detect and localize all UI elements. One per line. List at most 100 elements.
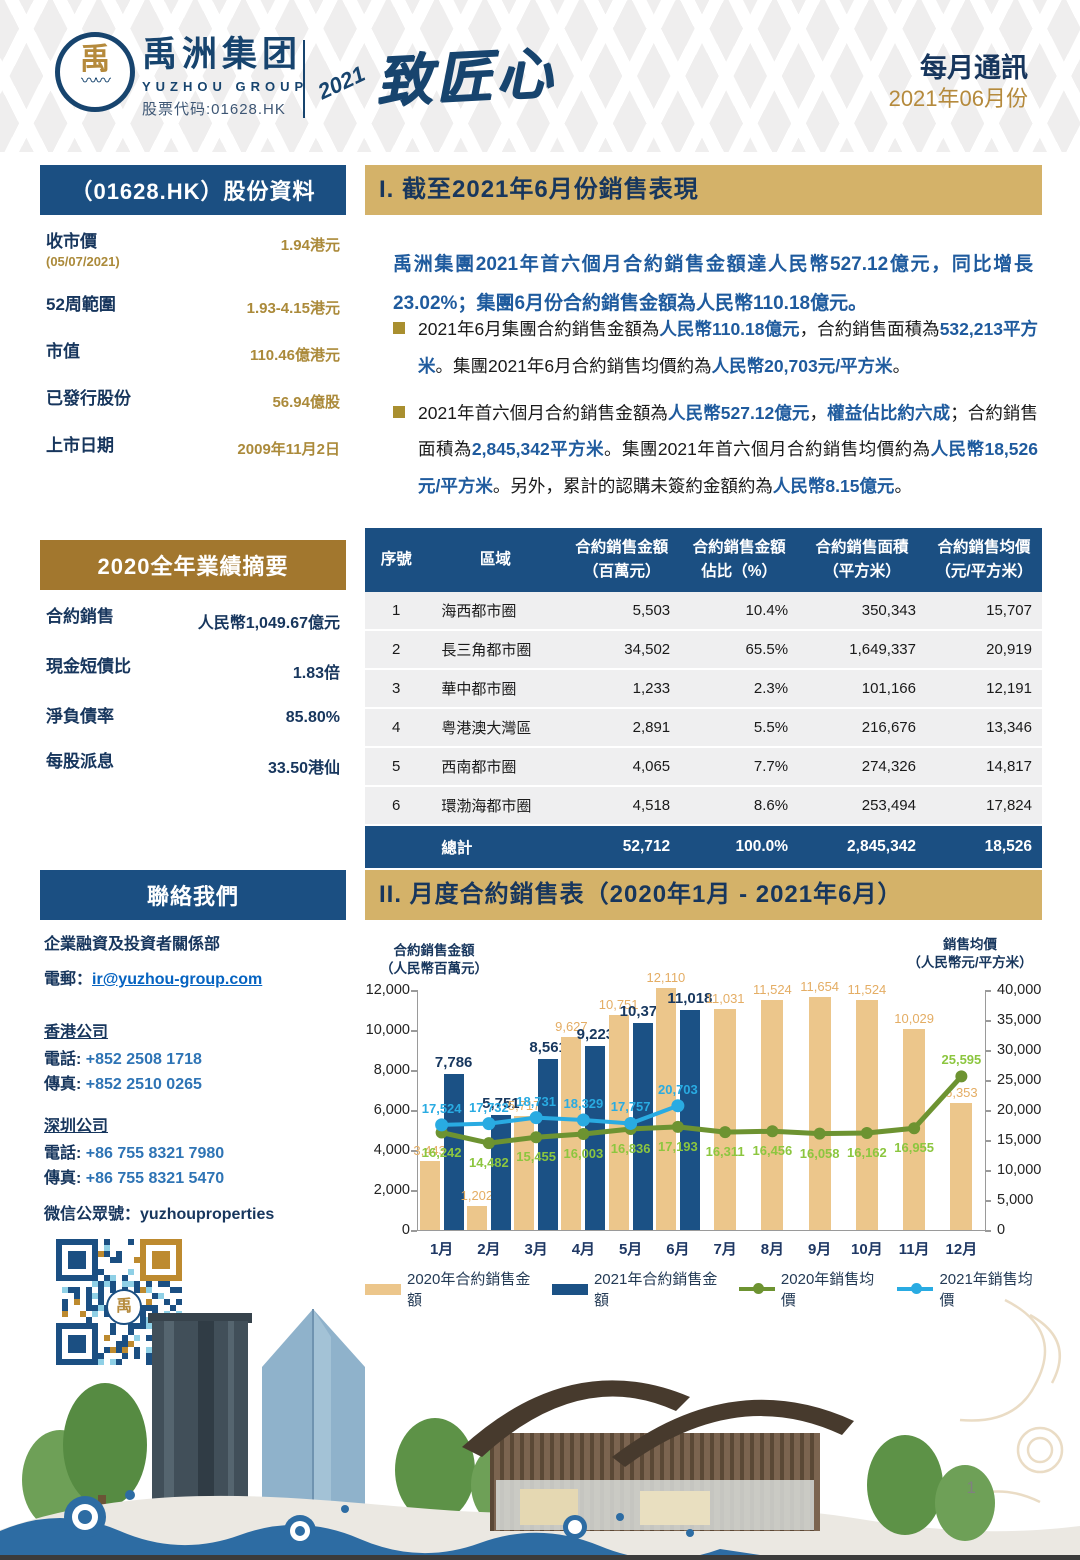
legend-bar-swatch: [551, 1283, 588, 1295]
line-2020-label: 16,242: [421, 1144, 462, 1160]
regional-sales-table: 序號 區域 合約銷售金額 （百萬元） 合約銷售金額 佔比（%） 合約銷售面積 （平方米） 合約銷…: [365, 528, 1042, 869]
line-2020-label: 16,058: [799, 1145, 840, 1161]
price-lines-layer: [435, 1070, 968, 1150]
kv-label-text: 52周範圍: [46, 295, 116, 314]
bar-2021: [538, 1058, 559, 1230]
line-2021-label: 20,703: [657, 1081, 698, 1097]
kv-label: 合約銷售: [46, 606, 114, 628]
right-axis-tick-label: 35,000: [997, 1012, 1042, 1028]
contact-email-row: 電郵：ir@yuzhou-group.com: [44, 969, 342, 991]
line-2020-label: 16,955: [894, 1140, 935, 1156]
right-axis-tick: [985, 1170, 991, 1172]
left-axis-tick-label: 6,000: [373, 1102, 410, 1118]
email-link[interactable]: ir@yuzhou-group.com: [92, 971, 263, 988]
table-cell: 海西都市圈: [427, 592, 564, 632]
kv-row: 已發行股份 56.94億股: [46, 388, 340, 412]
kv-label: 收市價 (05/07/2021): [46, 231, 120, 271]
kv-label-text: 已發行股份: [46, 389, 131, 408]
total-empty-cell: [365, 825, 428, 869]
table-cell: 34,502: [563, 630, 681, 671]
right-axis-tick: [985, 990, 991, 992]
newsletter-period: 2021年06月份: [888, 86, 1028, 111]
table-cell: 粤港澳大灣區: [427, 708, 564, 749]
table-cell: 2.3%: [680, 669, 799, 710]
bar-2020: [419, 1161, 440, 1230]
left-axis-tick: [411, 1230, 417, 1232]
legend-label: 2020年銷售均價: [780, 1271, 875, 1309]
table-cell: 1,233: [563, 669, 681, 710]
table-row: 6 環渤海都市圈 4,518 8.6% 253,494 17,824: [365, 786, 1042, 827]
kv-value: 85.80%: [285, 709, 340, 726]
logo-glyph: 禹: [80, 43, 110, 76]
table-cell: 10.4%: [680, 592, 799, 632]
table-cell: 253,494: [798, 786, 926, 827]
total-cell: 52,712: [563, 825, 681, 869]
table-cell: 4,518: [563, 786, 681, 827]
email-label: 電郵：: [44, 971, 93, 988]
line-2021-label: 17,524: [421, 1100, 462, 1116]
legend-line-dot: [911, 1283, 923, 1294]
kv-row: 上市日期 2009年11月2日: [46, 435, 340, 459]
table-cell: 14,817: [925, 747, 1042, 788]
table-cell: 3: [365, 669, 428, 710]
x-axis-month-label: 10月: [851, 1241, 883, 1258]
kv-label-text: 淨負債率: [46, 707, 114, 726]
line-2021-label: 17,732: [468, 1099, 509, 1115]
left-axis-tick-label: 8,000: [373, 1062, 410, 1078]
table-cell: 長三角都市圈: [427, 630, 564, 671]
header-divider: [303, 40, 305, 118]
bullet-item: 2021年6月集團合約銷售金額為人民幣110.18億元，合約銷售面積為532,2…: [393, 311, 1038, 385]
brand-block: 禹洲集团 YUZHOU GROUP 股票代码:01628.HK: [142, 36, 308, 119]
bar-2021-label: 11,018: [667, 989, 713, 1007]
line-2021-label: 18,731: [516, 1093, 557, 1109]
kv-value: 1.93-4.15港元: [246, 300, 340, 317]
bar-2020-label: 10,751: [598, 996, 639, 1012]
table-cell: 5,503: [563, 592, 681, 632]
right-axis-tick: [985, 1230, 991, 1232]
legend-item: 2020年合約銷售金額: [365, 1268, 538, 1310]
issue-block: 每月通訊 2021年06月份: [889, 52, 1028, 114]
table-header-row: 序號 區域 合約銷售金額 （百萬元） 合約銷售金額 佔比（%） 合約銷售面積 （平方米） 合約銷…: [365, 528, 1042, 593]
stock-info-title: （01628.HK）股份資料: [40, 165, 346, 215]
office-fax: 傳真: +86 755 8321 5470: [44, 1167, 342, 1190]
contact-title: 聯絡我們: [40, 870, 346, 920]
kv-label: 已發行股份: [46, 388, 131, 410]
bar-2020-label: 1,202: [460, 1187, 494, 1203]
table-cell: 華中都市圈: [427, 669, 564, 710]
bar-2021-label: 10,373: [619, 1002, 666, 1020]
x-axis-month-label: 8月: [760, 1241, 785, 1258]
qr-center-logo-icon: 禹: [106, 1289, 142, 1325]
bar-2020: [808, 996, 831, 1230]
kv-value: 1.83倍: [292, 665, 340, 682]
x-axis-month-label: 2月: [477, 1241, 501, 1258]
total-cell: 18,526: [925, 825, 1042, 869]
wave-decoration: [0, 1490, 760, 1555]
total-cell: 2,845,342: [798, 825, 926, 869]
bullet-square-icon: [393, 322, 405, 334]
legend-line-swatch: [897, 1283, 934, 1294]
bar-2021: [679, 1009, 700, 1230]
table-header-cell: 合約銷售均價 （元/平方米）: [925, 528, 1042, 593]
kv-value: 1.94港元: [280, 237, 340, 254]
legend-item: 2021年銷售均價: [897, 1268, 1042, 1310]
right-axis-tick-label: 30,000: [997, 1042, 1042, 1058]
wechat-account: yuzhouproperties: [140, 1206, 275, 1223]
left-axis-tick-label: 10,000: [365, 1022, 410, 1038]
fax-label: 傳真:: [44, 1170, 86, 1187]
kv-label: 上市日期: [46, 435, 114, 457]
kv-label: 52周範圍: [46, 294, 116, 316]
office-name: 深圳公司: [44, 1118, 109, 1135]
x-axis-month-label: 5月: [618, 1241, 643, 1258]
kv-row: 現金短債比 1.83倍: [46, 656, 340, 683]
bar-2020-label: 11,524: [847, 981, 887, 997]
contact-panel: 聯絡我們 企業融資及投資者關係部 電郵：ir@yuzhou-group.com …: [40, 870, 346, 1373]
phone-number: +852 2508 1718: [85, 1051, 202, 1068]
table-header: 序號 區域 合約銷售金額 （百萬元） 合約銷售金額 佔比（%） 合約銷售面積 （平方米） 合約銷…: [365, 528, 1042, 593]
line-2021-label: 18,329: [563, 1096, 604, 1112]
kv-label-text: 上市日期: [46, 436, 114, 455]
monthly-sales-chart: 合約銷售金額 （人民幣百萬元） 銷售均價 （人民幣元/平方米） 0 2,000 4,…: [365, 928, 1042, 1263]
bar-2021-label: 7,786: [434, 1054, 473, 1072]
bar-2020-label: 12,110: [646, 969, 686, 985]
bar-2020-label: 9,627: [555, 1019, 588, 1035]
bar-2021: [443, 1074, 464, 1230]
